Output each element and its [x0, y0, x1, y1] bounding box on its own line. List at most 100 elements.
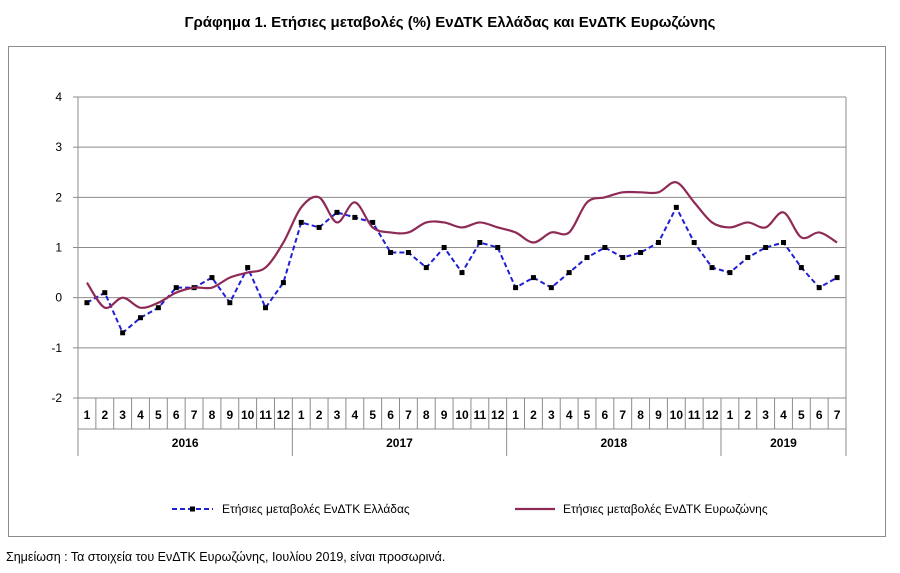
- x-tick-label: 12: [277, 408, 291, 422]
- x-tick-label: 1: [298, 408, 305, 422]
- x-tick-label: 12: [705, 408, 719, 422]
- x-tick-label: 4: [137, 408, 144, 422]
- data-point-greece: [816, 285, 822, 291]
- data-point-greece: [155, 305, 161, 311]
- data-point-greece: [745, 255, 751, 261]
- data-point-greece: [316, 224, 322, 230]
- x-tick-label: 10: [241, 408, 255, 422]
- x-tick-label: 5: [369, 408, 376, 422]
- x-tick-label: 3: [334, 408, 341, 422]
- data-point-greece: [780, 239, 786, 245]
- x-tick-label: 2: [744, 408, 751, 422]
- y-tick-label: 3: [55, 140, 62, 154]
- y-tick-label: 2: [55, 190, 62, 204]
- data-point-greece: [227, 300, 233, 306]
- y-tick-label: -2: [51, 391, 62, 405]
- y-tick-label: 1: [55, 241, 62, 255]
- y-tick-label: -1: [51, 341, 62, 355]
- x-tick-label: 3: [548, 408, 555, 422]
- data-point-greece: [441, 245, 447, 250]
- data-point-greece: [84, 300, 90, 306]
- year-label: 2017: [386, 436, 413, 450]
- x-tick-label: 11: [259, 408, 272, 422]
- data-point-greece: [138, 315, 144, 321]
- data-point-greece: [334, 209, 340, 215]
- data-point-greece: [620, 255, 626, 261]
- x-tick-label: 2: [316, 408, 323, 422]
- data-point-greece: [530, 275, 536, 281]
- axes: [73, 96, 847, 456]
- grid-lines: [78, 96, 846, 399]
- data-point-greece: [798, 265, 804, 271]
- data-point-greece: [245, 265, 251, 271]
- x-tick-label: 11: [688, 408, 701, 422]
- x-tick-label: 8: [423, 408, 430, 422]
- x-tick-label: 6: [387, 408, 394, 422]
- x-tick-label: 2: [101, 408, 108, 422]
- year-label: 2018: [600, 436, 627, 450]
- data-point-greece: [763, 245, 769, 250]
- data-point-greece: [298, 219, 304, 225]
- x-tick-label: 9: [655, 408, 662, 422]
- x-tick-label: 2: [530, 408, 537, 422]
- x-tick-label: 7: [191, 408, 198, 422]
- x-tick-label: 12: [491, 408, 505, 422]
- data-point-greece: [263, 305, 269, 311]
- data-point-greece: [727, 270, 733, 276]
- chart-title: Γράφημα 1. Ετήσιες μεταβολές (%) ΕνΔΤΚ Ε…: [184, 14, 716, 31]
- data-point-greece: [655, 239, 661, 245]
- x-tick-label: 9: [441, 408, 448, 422]
- x-tick-label: 10: [670, 408, 684, 422]
- data-point-greece: [548, 285, 554, 291]
- data-point-greece: [638, 250, 644, 256]
- x-tick-label: 1: [84, 408, 91, 422]
- x-tick-label: 6: [816, 408, 823, 422]
- x-tick-labels: 1 2 3 4 5 6 7 8 9 10 11 12 1 2 3 4 5 6 7 8 9 10 11 12 1 2 3 4 5 6 7 8 9 1…: [84, 408, 841, 450]
- x-tick-label: 6: [173, 408, 180, 422]
- data-point-greece: [459, 270, 465, 276]
- data-point-greece: [834, 275, 840, 281]
- data-point-greece: [513, 285, 519, 291]
- x-tick-label: 3: [762, 408, 769, 422]
- data-point-greece: [370, 219, 376, 225]
- data-point-greece: [673, 204, 679, 210]
- y-tick-labels: -2 -1 0 1 2 3 4: [51, 90, 62, 405]
- x-tick-label: 4: [566, 408, 573, 422]
- x-tick-label: 5: [798, 408, 805, 422]
- x-tick-label: 4: [351, 408, 358, 422]
- x-tick-label: 7: [619, 408, 626, 422]
- legend-label-greece: Ετήσιες μεταβολές ΕνΔΤΚ Ελλάδας: [222, 502, 410, 516]
- data-point-greece: [405, 250, 411, 256]
- y-tick-label: 0: [55, 291, 62, 305]
- x-tick-label: 3: [119, 408, 126, 422]
- x-tick-label: 8: [209, 408, 216, 422]
- legend: Ετήσιες μεταβολές ΕνΔΤΚ Ελλάδας Ετήσιες μ…: [172, 502, 768, 516]
- footnote: Σημείωση : Τα στοιχεία του ΕνΔΤΚ Ευρωζών…: [6, 550, 446, 564]
- y-tick-label: 4: [55, 90, 62, 104]
- x-tick-label: 11: [474, 408, 487, 422]
- x-tick-label: 8: [637, 408, 644, 422]
- x-tick-label: 1: [727, 408, 734, 422]
- data-point-greece: [602, 245, 608, 250]
- data-point-greece: [584, 255, 590, 261]
- data-point-greece: [477, 239, 483, 245]
- data-point-greece: [423, 265, 429, 271]
- data-point-greece: [102, 290, 108, 296]
- data-point-greece: [209, 275, 215, 281]
- data-point-greece: [566, 270, 572, 276]
- data-point-greece: [120, 330, 126, 336]
- legend-marker-greece: [190, 506, 195, 512]
- x-tick-label: 4: [780, 408, 787, 422]
- data-point-greece: [280, 280, 286, 286]
- x-tick-label: 7: [405, 408, 412, 422]
- data-point-greece: [709, 265, 715, 271]
- x-tick-label: 7: [834, 408, 841, 422]
- data-point-greece: [173, 285, 179, 291]
- data-point-greece: [691, 239, 697, 245]
- data-point-greece: [352, 214, 358, 220]
- x-tick-label: 1: [512, 408, 519, 422]
- x-tick-label: 6: [602, 408, 609, 422]
- year-label: 2016: [172, 436, 199, 450]
- x-tick-label: 9: [226, 408, 233, 422]
